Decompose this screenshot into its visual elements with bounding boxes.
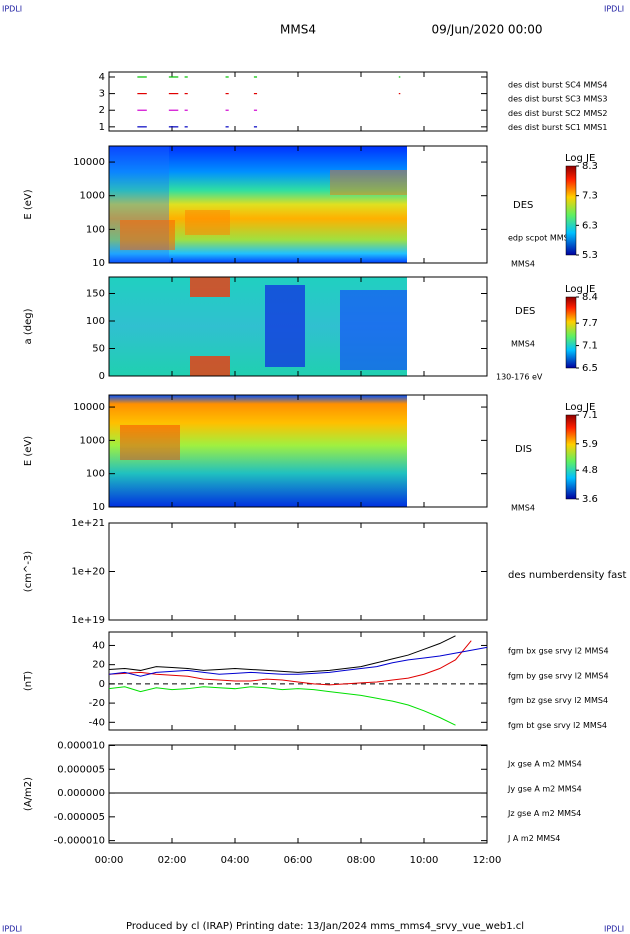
panel-label: MMS4 <box>511 260 535 269</box>
colorbar <box>565 165 577 256</box>
y-tick-label: 10000 <box>73 402 105 413</box>
date: 09/Jun/2020 00:00 <box>431 23 542 37</box>
colorbar-tick-label: 7.1 <box>582 341 598 352</box>
colorbar-title: Log JE <box>565 284 595 295</box>
corner-label: IPDLI <box>604 5 624 14</box>
spectrogram-image <box>109 146 407 507</box>
colorbar-tick-label: 8.3 <box>582 161 598 172</box>
panel-label: des numberdensity fast M <box>508 570 630 581</box>
y-axis-label: (nT) <box>23 671 34 691</box>
legend-label: fgm bz gse srvy l2 MMS4 <box>508 696 608 705</box>
colorbar-tick-label: 5.9 <box>582 439 598 450</box>
legend-label: des dist burst SC1 MMS1 <box>508 123 607 132</box>
y-tick-label: 10 <box>92 502 105 513</box>
y-tick-label: 1 <box>99 122 105 133</box>
colorbar <box>565 296 577 369</box>
y-axis-label: E (eV) <box>23 436 34 466</box>
colorbar-title: Log JE <box>565 402 595 413</box>
corner-label: IPDLI <box>604 925 624 934</box>
y-tick-label: 1000 <box>80 435 105 446</box>
y-tick-label: 10000 <box>73 157 105 168</box>
y-axis-label: (A/m2) <box>23 777 34 811</box>
colorbar-tick-label: 4.8 <box>582 465 598 476</box>
legend-label: des dist burst SC4 MMS4 <box>508 81 607 90</box>
y-tick-label: 0.000005 <box>57 764 105 775</box>
legend-label: fgm bt gse srvy l2 MMS4 <box>508 721 607 730</box>
x-tick-label: 00:00 <box>95 855 124 866</box>
panel-label: edp scpot MMS4 <box>508 234 574 243</box>
panel-label: 130-176 eV <box>496 373 543 382</box>
x-tick-label: 08:00 <box>347 855 376 866</box>
y-axis-label: (cm^-3) <box>23 551 34 592</box>
colorbar-tick-label: 8.4 <box>582 292 598 303</box>
colorbar-title: Log JE <box>565 153 595 164</box>
legend-label: Jx gse A m2 MMS4 <box>507 760 582 769</box>
title: MMS4 <box>280 23 316 37</box>
y-tick-label: 1000 <box>80 191 105 202</box>
footer: Produced by cl (IRAP) Printing date: 13/… <box>126 921 524 932</box>
y-tick-label: 1e+19 <box>71 615 105 626</box>
panel-label: DES <box>515 306 535 317</box>
corner-label: IPDLI <box>2 5 22 14</box>
y-tick-label: 3 <box>99 89 105 100</box>
y-tick-label: 20 <box>92 660 105 671</box>
y-tick-label: -0.000005 <box>54 812 105 823</box>
legend-label: des dist burst SC3 MMS3 <box>508 95 607 104</box>
colorbar-tick-label: 3.6 <box>582 494 598 505</box>
y-tick-label: 4 <box>99 72 105 83</box>
legend-label: fgm bx gse srvy l2 MMS4 <box>508 647 609 656</box>
y-axis-label: E (eV) <box>23 189 34 219</box>
series-line <box>109 635 456 673</box>
colorbar-tick-label: 6.3 <box>582 220 598 231</box>
x-tick-label: 12:00 <box>473 855 502 866</box>
panel-label: MMS4 <box>511 340 535 349</box>
y-tick-label: 0.000000 <box>57 788 105 799</box>
y-tick-label: 10 <box>92 258 105 269</box>
x-tick-label: 04:00 <box>221 855 250 866</box>
x-tick-label: 02:00 <box>158 855 187 866</box>
y-tick-label: 1e+20 <box>71 567 105 578</box>
x-tick-label: 10:00 <box>410 855 439 866</box>
colorbar <box>565 414 577 500</box>
y-tick-label: 50 <box>92 344 105 355</box>
colorbar-tick-label: 7.1 <box>582 410 598 421</box>
corner-label: IPDLI <box>2 925 22 934</box>
x-tick-label: 06:00 <box>284 855 313 866</box>
panel-label: MMS4 <box>511 504 535 513</box>
legend-label: Jy gse A m2 MMS4 <box>507 784 582 793</box>
legend-label: J A m2 MMS4 <box>507 834 560 843</box>
panel-frame <box>108 71 488 132</box>
y-tick-label: 150 <box>86 289 105 300</box>
y-tick-label: 1e+21 <box>71 518 105 529</box>
y-tick-label: 0 <box>99 679 105 690</box>
y-tick-label: 40 <box>92 640 105 651</box>
y-tick-label: -0.000010 <box>54 836 105 847</box>
y-tick-label: 2 <box>99 105 105 116</box>
series-line <box>109 646 487 677</box>
y-tick-label: 0 <box>99 371 105 382</box>
y-tick-label: -40 <box>89 717 105 728</box>
panel-label: DIS <box>515 444 532 455</box>
panel-frame <box>108 744 488 844</box>
panel-frame <box>108 522 488 621</box>
series-line <box>109 686 456 726</box>
y-tick-label: 100 <box>86 316 105 327</box>
y-axis-label: a (deg) <box>23 308 34 344</box>
legend-label: fgm by gse srvy l2 MMS4 <box>508 671 609 680</box>
y-tick-label: 0.000010 <box>57 740 105 751</box>
colorbar-tick-label: 5.3 <box>582 250 598 261</box>
panel-label: DES <box>513 200 533 211</box>
y-tick-label: 100 <box>86 224 105 235</box>
legend-label: des dist burst SC2 MMS2 <box>508 109 607 118</box>
y-tick-label: -20 <box>89 698 105 709</box>
legend-label: Jz gse A m2 MMS4 <box>507 809 581 818</box>
colorbar-tick-label: 7.7 <box>582 318 598 329</box>
y-tick-label: 100 <box>86 469 105 480</box>
colorbar-tick-label: 7.3 <box>582 191 598 202</box>
series-line <box>109 640 472 686</box>
colorbar-tick-label: 6.5 <box>582 363 598 374</box>
